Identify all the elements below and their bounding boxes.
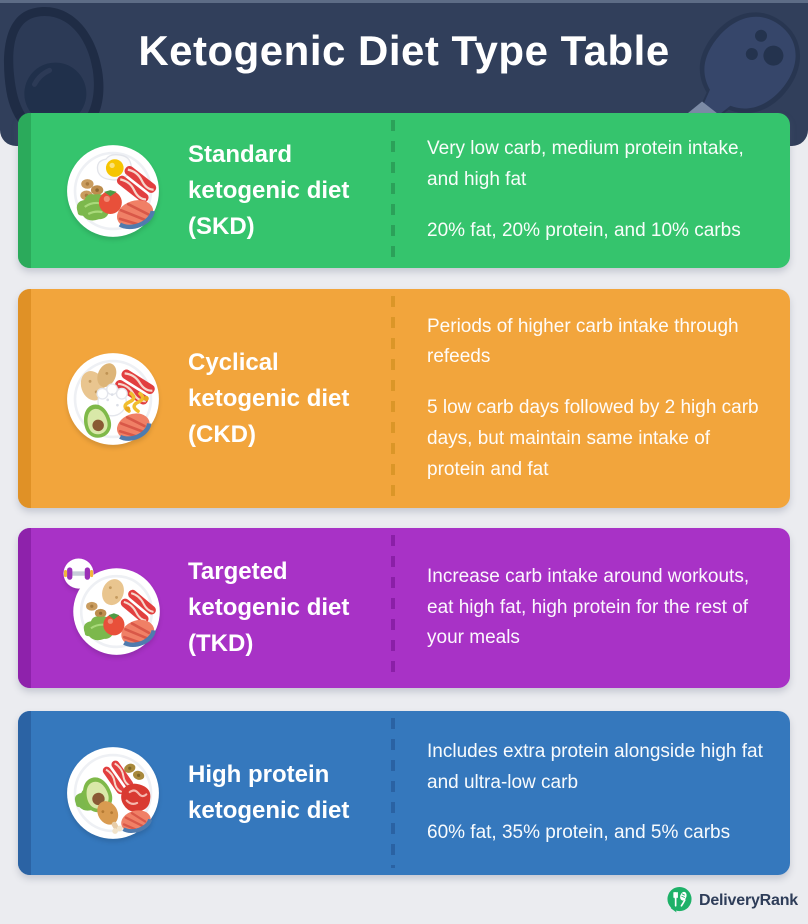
- diet-row-hpkd: High protein ketogenic diet Includes ext…: [18, 711, 790, 875]
- pasta: [123, 391, 149, 413]
- salmon: [116, 199, 155, 229]
- row-description: Includes extra protein alongside high fa…: [427, 740, 763, 793]
- olives: [124, 763, 145, 780]
- row-title: Targeted ketogenic diet (TKD): [188, 558, 350, 657]
- skd-plate-icon: [67, 144, 159, 237]
- row-title: Cyclical ketogenic diet (CKD): [188, 348, 350, 448]
- diet-row-skd: Standard ketogenic diet (SKD) Very low c…: [18, 113, 790, 268]
- dumbbell-icon: [63, 558, 94, 589]
- avocado-icon: [4, 7, 104, 144]
- page-title: Ketogenic Diet Type Table: [138, 27, 670, 74]
- row-description: Very low carb, medium protein intake, an…: [427, 138, 744, 191]
- row-left-edge: [18, 289, 31, 508]
- dashed-divider: [391, 120, 395, 261]
- rice: [96, 382, 128, 416]
- header-banner: Ketogenic Diet Type Table: [0, 0, 808, 146]
- brand-name: DeliveryRank: [699, 891, 798, 909]
- dashed-divider: [391, 718, 395, 868]
- hpkd-plate-icon: [67, 747, 159, 839]
- salmon: [116, 412, 152, 441]
- salmon: [121, 619, 156, 648]
- tomato: [98, 189, 122, 214]
- row-macros: 60% fat, 35% protein, and 5% carbs: [427, 822, 731, 844]
- row-description: Increase carb intake around workouts, ea…: [427, 565, 750, 649]
- row-title: High protein ketogenic diet: [188, 761, 350, 824]
- diet-row-tkd: Targeted ketogenic diet (TKD) Increase c…: [18, 528, 790, 688]
- bacon: [102, 760, 134, 795]
- row-description-2: 5 low carb days followed by 2 high carb …: [427, 397, 759, 480]
- row-description-cell: Periods of higher carb intake through re…: [391, 289, 790, 508]
- potato-bread: [102, 579, 124, 606]
- row-description-cell: Includes extra protein alongside high fa…: [391, 711, 790, 875]
- chicken-drumstick-icon: [685, 12, 801, 138]
- row-title-cell: High protein ketogenic diet: [31, 711, 393, 875]
- header-top-strip: [0, 0, 808, 3]
- salmon: [121, 810, 153, 834]
- steak: [121, 783, 151, 812]
- row-description-cell: Increase carb intake around workouts, ea…: [391, 528, 790, 688]
- tkd-plate-icon: [63, 558, 160, 655]
- row-title: Standard ketogenic diet (SKD): [188, 140, 350, 240]
- row-title-cell: Cyclical ketogenic diet (CKD): [31, 289, 393, 508]
- row-left-edge: [18, 528, 31, 688]
- dashed-divider: [391, 296, 395, 501]
- diet-row-ckd: Cyclical ketogenic diet (CKD) Periods of…: [18, 289, 790, 508]
- brand-logo: DeliveryRank: [666, 886, 798, 915]
- bacon: [120, 589, 156, 624]
- bacon: [116, 165, 157, 203]
- row-description: Periods of higher carb intake through re…: [427, 315, 739, 368]
- olives: [86, 601, 107, 618]
- dashed-divider: [391, 535, 395, 681]
- fried-egg: [96, 153, 133, 181]
- avocado: [83, 403, 112, 438]
- ckd-plate-icon: [67, 352, 159, 445]
- row-title-cell: Standard ketogenic diet (SKD): [31, 113, 393, 268]
- row-title-cell: Targeted ketogenic diet (TKD): [31, 528, 393, 688]
- tomato: [103, 613, 125, 636]
- row-left-edge: [18, 711, 31, 875]
- row-left-edge: [18, 113, 31, 268]
- chicken-leg: [97, 801, 123, 834]
- row-description-cell: Very low carb, medium protein intake, an…: [391, 113, 790, 268]
- fork-spoon-icon: [667, 887, 692, 913]
- row-macros: 20% fat, 20% protein, and 10% carbs: [427, 219, 741, 241]
